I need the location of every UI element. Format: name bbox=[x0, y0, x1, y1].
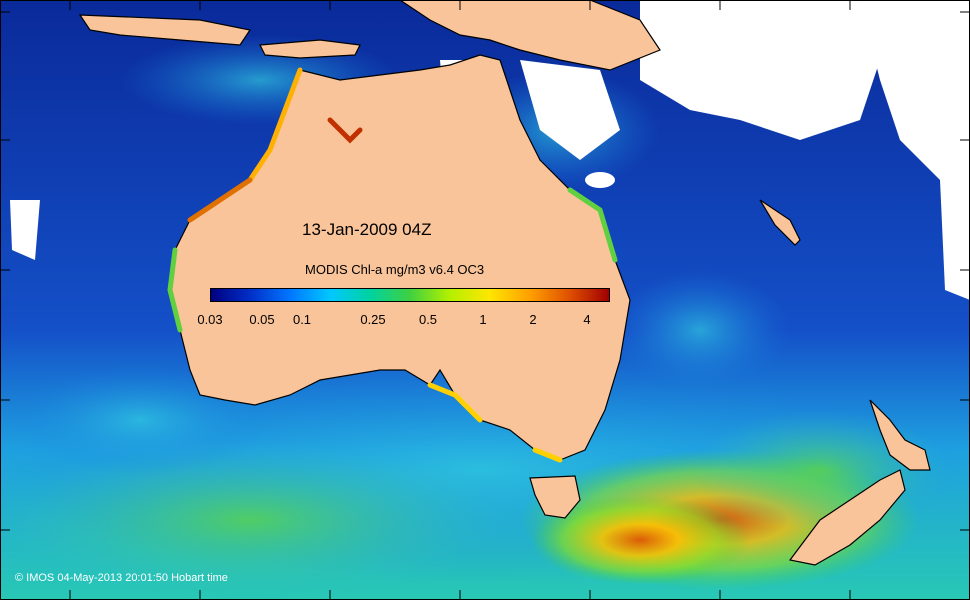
colorbar-tick-label: 0.05 bbox=[249, 312, 275, 327]
colorbar bbox=[210, 288, 610, 302]
tasmania bbox=[529, 475, 581, 519]
new-guinea bbox=[398, 0, 661, 71]
colorbar-tick-label: 0.03 bbox=[197, 312, 223, 327]
new-caledonia bbox=[759, 199, 801, 246]
new-zealand-south bbox=[788, 469, 906, 566]
colorbar-title: MODIS Chl-a mg/m3 v6.4 OC3 bbox=[305, 262, 485, 277]
date-label: 13-Jan-2009 04Z bbox=[302, 220, 432, 239]
colorbar-tick-label: 0.25 bbox=[360, 312, 386, 327]
coastal-highlights bbox=[167, 67, 618, 463]
colorbar-tick-label: 2 bbox=[529, 312, 537, 327]
land bbox=[78, 0, 931, 566]
copyright-credit: © IMOS 04-May-2013 20:01:50 Hobart time bbox=[15, 572, 228, 584]
colorbar-tick-label: 0.1 bbox=[292, 312, 312, 327]
indonesia-west bbox=[78, 14, 251, 46]
colorbar-tick-label: 0.5 bbox=[418, 312, 438, 327]
new-zealand-north bbox=[869, 399, 931, 471]
colorbar-tick-label: 4 bbox=[583, 312, 591, 327]
indonesia-east bbox=[259, 39, 361, 59]
colorbar-tick-label: 1 bbox=[479, 312, 487, 327]
